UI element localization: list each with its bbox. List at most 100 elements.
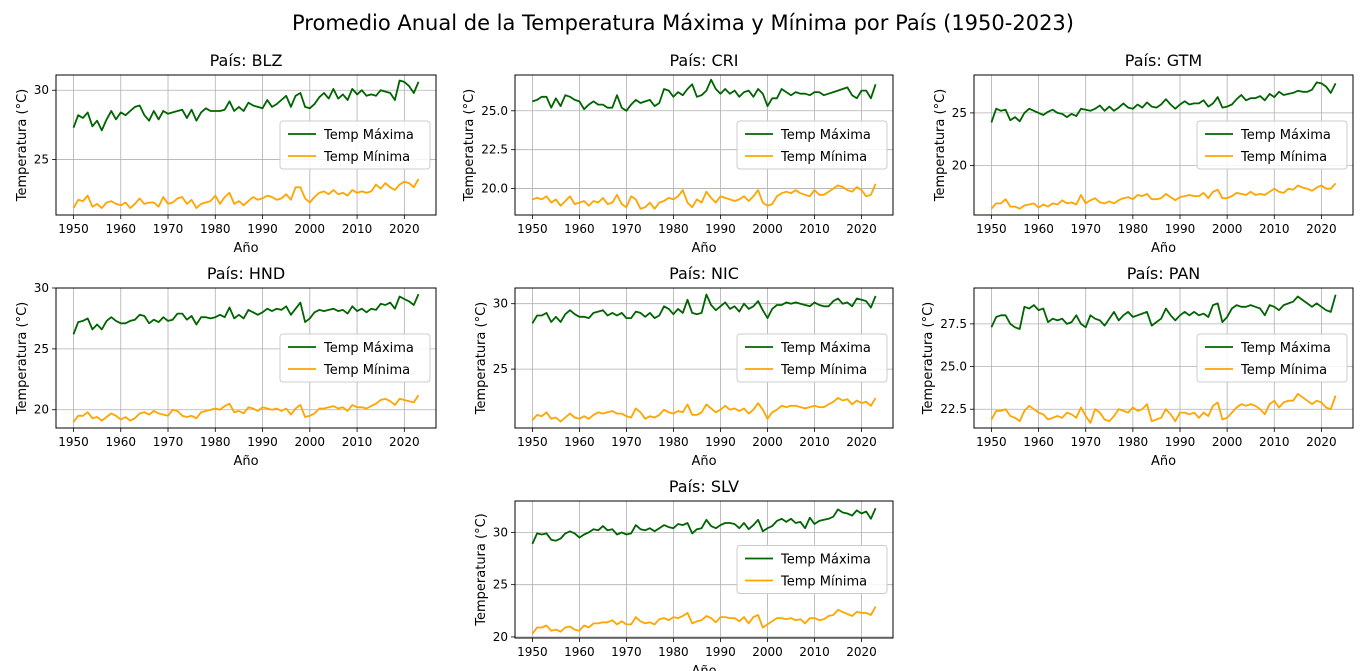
y-tick-label: 25.0	[940, 360, 967, 374]
y-tick-label: 22.5	[940, 402, 967, 416]
subplot-title: País: BLZ	[210, 51, 283, 70]
subplot-title: País: NIC	[669, 264, 739, 283]
y-tick-label: 25	[493, 362, 508, 376]
x-tick-label: 1980	[1118, 435, 1149, 449]
series-line-temp-maxima	[531, 293, 877, 324]
x-axis-label: Año	[233, 241, 258, 256]
x-tick-label: 2010	[1259, 222, 1290, 236]
y-tick-label: 25	[952, 106, 967, 120]
x-tick-label: 2020	[1306, 222, 1337, 236]
y-tick-label: 20	[34, 403, 49, 417]
x-tick-label: 2000	[752, 435, 783, 449]
subplot-5: 1950 1960 1970 1980 1990 2000 2010 2020 25 30 País…	[474, 264, 894, 469]
y-tick-label: 25	[493, 578, 508, 592]
x-tick-label: 2020	[846, 645, 877, 659]
x-tick-label: 1960	[105, 222, 136, 236]
legend-label: Temp Mínima	[323, 363, 410, 378]
x-tick-label: 1990	[1165, 222, 1196, 236]
y-axis-label: Temperatura (°C)	[474, 302, 489, 415]
x-tick-label: 1960	[564, 645, 595, 659]
legend-label: Temp Mínima	[780, 575, 867, 590]
subplot-title: País: CRI	[670, 51, 739, 70]
x-tick-label: 1990	[705, 645, 736, 659]
x-tick-label: 1960	[105, 435, 136, 449]
x-tick-label: 1970	[611, 645, 642, 659]
x-tick-label: 1990	[705, 435, 736, 449]
series-line-temp-maxima	[531, 507, 877, 545]
x-tick-label: 2010	[799, 645, 830, 659]
series-line-temp-maxima	[72, 293, 420, 335]
legend: Temp Máxima Temp Mínima	[736, 120, 888, 170]
x-tick-label: 2010	[799, 435, 830, 449]
x-tick-label: 1960	[1023, 435, 1054, 449]
plot-frame	[514, 74, 894, 216]
series-line-temp-minima	[532, 183, 877, 210]
x-axis-label: Año	[691, 664, 716, 671]
y-tick-label: 20.0	[481, 182, 508, 196]
subplot-title: País: SLV	[669, 477, 739, 496]
y-tick-label: 25	[34, 153, 49, 167]
y-tick-label: 30	[493, 297, 508, 311]
plot-frame	[55, 74, 437, 216]
x-axis-label: Año	[233, 454, 258, 469]
y-tick-label: 20	[952, 159, 967, 173]
legend: Temp Máxima Temp Mínima	[736, 545, 888, 594]
y-axis-label: Temperatura (°C)	[921, 302, 936, 415]
x-tick-label: 2020	[846, 222, 877, 236]
legend-label: Temp Mínima	[780, 363, 867, 378]
series-line-temp-minima	[531, 606, 877, 635]
x-tick-label: 2020	[1306, 435, 1337, 449]
series-line-temp-minima	[72, 394, 420, 423]
y-tick-label: 30	[34, 281, 49, 295]
x-tick-label: 1990	[247, 435, 278, 449]
subplot-1: 1950 1960 1970 1980 1990 2000 2010 2020 25 30 País…	[15, 51, 437, 256]
legend-label: Temp Mínima	[1240, 150, 1327, 165]
y-axis-label: Temperatura (°C)	[15, 89, 30, 202]
x-tick-label: 2010	[1259, 435, 1290, 449]
x-tick-label: 2010	[342, 435, 373, 449]
x-tick-label: 1990	[705, 222, 736, 236]
x-tick-label: 2020	[389, 222, 420, 236]
x-tick-label: 1950	[58, 435, 89, 449]
legend-box	[736, 333, 888, 383]
x-tick-label: 2000	[752, 222, 783, 236]
subplot-7: 1950 1960 1970 1980 1990 2000 2010 2020202530Pa…	[474, 477, 894, 671]
legend: Temp Máxima Temp Mínima	[1196, 333, 1348, 383]
x-axis-label: Año	[1151, 241, 1176, 256]
x-tick-label: 1950	[517, 435, 548, 449]
y-tick-label: 30	[493, 525, 508, 539]
x-tick-label: 2010	[342, 222, 373, 236]
legend-box	[736, 120, 888, 170]
y-axis-label: Temperatura (°C)	[933, 89, 948, 202]
y-axis-label: Temperatura (°C)	[15, 302, 30, 415]
figure-title: Promedio Anual de la Temperatura Máxima …	[292, 11, 1074, 35]
series-line-temp-maxima	[72, 79, 420, 132]
y-tick-label: 30	[34, 83, 49, 97]
x-tick-label: 1950	[517, 222, 548, 236]
y-tick-label: 20	[493, 630, 508, 644]
legend-box	[1196, 333, 1348, 383]
x-tick-label: 1960	[564, 222, 595, 236]
legend-label: Temp Máxima	[780, 341, 871, 356]
legend-box	[279, 120, 431, 170]
x-axis-label: Año	[1151, 454, 1176, 469]
legend-label: Temp Máxima	[1240, 128, 1331, 143]
x-tick-label: 1980	[658, 435, 689, 449]
series-line-temp-maxima	[990, 294, 1337, 330]
subplot-title: País: HND	[207, 264, 285, 283]
series-line-temp-minima	[72, 178, 420, 210]
subplot-title: País: GTM	[1125, 51, 1202, 70]
series-line-temp-minima	[990, 182, 1337, 210]
x-axis-label: Año	[691, 241, 716, 256]
x-tick-label: 1990	[1165, 435, 1196, 449]
subplot-4: 1950 1960 1970 1980 1990 2000 2010 2020202530Pa…	[15, 264, 437, 469]
y-axis-label: Temperatura (°C)	[474, 513, 489, 626]
y-tick-label: 22.5	[481, 143, 508, 157]
legend-label: Temp Máxima	[1240, 341, 1331, 356]
x-tick-label: 2020	[846, 435, 877, 449]
x-tick-label: 1980	[658, 645, 689, 659]
subplot-6: 1950 1960 1970 1980 1990 2000 2010 2020 22.5 25.0…	[921, 264, 1354, 469]
x-tick-label: 1960	[564, 435, 595, 449]
legend: Temp Máxima Temp Mínima	[1196, 120, 1348, 170]
x-tick-label: 2020	[389, 435, 420, 449]
